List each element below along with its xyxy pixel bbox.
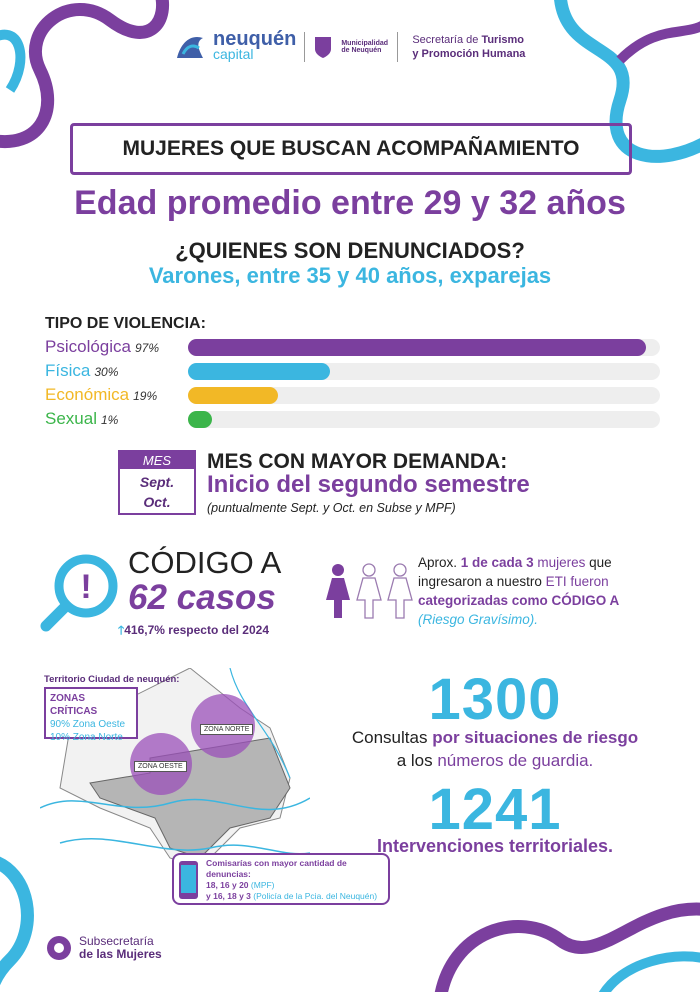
zone-oeste-label: ZONA OESTE <box>134 761 187 772</box>
secretaria-line2: y Promoción Humana <box>412 48 526 60</box>
desc-d: que ingresaron a nuestro <box>418 555 612 589</box>
municipal-shield-icon <box>315 37 332 58</box>
value-label: 19% <box>133 389 158 403</box>
codigo-increase: 416,7% respecto del 2024 <box>124 623 270 637</box>
magnifier-alert-icon: ! <box>40 554 118 632</box>
zone-norte-pct: 10% Zona Norte <box>50 732 123 743</box>
stat-1241-text: Intervenciones territoriales. <box>376 836 614 856</box>
desc-g: (Riesgo Gravísimo). <box>418 612 539 627</box>
codigo-description: Aprox. 1 de cada 3 mujeres que ingresaro… <box>418 553 663 629</box>
stat-1300: 1300 <box>428 667 562 732</box>
stat-1300-text: Consultas por situaciones de riesgo a lo… <box>320 726 670 772</box>
footer-line1: Subsecretaría <box>79 934 154 948</box>
calendar-line2: Oct. <box>143 494 171 510</box>
bar-label: Física 30% <box>45 361 118 382</box>
bar-fill-económica <box>188 387 278 404</box>
logo-main: neuquén <box>213 28 297 50</box>
value-label: 97% <box>135 341 160 355</box>
header-logos: neuquén capital Municipalidad de Neuquén… <box>175 28 526 62</box>
bar-track <box>188 387 660 404</box>
stat-1241: 1241 <box>428 777 562 842</box>
comisarias-mpf-label: (MPF) <box>250 880 275 890</box>
denounced-answer: Varones, entre 35 y 40 años, exparejas <box>148 263 552 288</box>
bar-label: Sexual 1% <box>45 409 118 430</box>
zone-oeste-pct: 90% Zona Oeste <box>50 719 126 730</box>
category-label: Física <box>45 361 91 380</box>
footer-logo: Subsecretaría de las Mujeres <box>45 934 162 962</box>
logo-sub: capital <box>213 46 254 62</box>
calendar-header: MES <box>120 452 194 469</box>
comisarias-policia: y 16, 18 y 3 <box>206 891 254 901</box>
bar-row-psicológica: Psicológica 97% <box>45 337 660 357</box>
page-title: MUJERES QUE BUSCAN ACOMPAÑAMIENTO <box>70 123 632 175</box>
bar-fill-sexual <box>188 411 212 428</box>
zones-title: ZONAS CRÍTICAS <box>50 693 98 717</box>
age-headline: Edad promedio entre 29 y 32 años <box>74 184 626 222</box>
desc-f: categorizadas como CÓDIGO A <box>418 593 620 608</box>
value-label: 30% <box>94 365 119 379</box>
codigo-label: CÓDIGO A <box>128 545 282 580</box>
month-main: Inicio del segundo semestre <box>207 471 530 498</box>
n1-c: a los <box>396 751 438 770</box>
category-label: Psicológica <box>45 337 131 356</box>
bar-fill-psicológica <box>188 339 646 356</box>
zone-norte-label: ZONA NORTE <box>200 724 254 735</box>
phone-icon <box>179 861 198 899</box>
calendar-line1: Sept. <box>139 474 175 490</box>
secretaria-a: Secretaría de <box>412 34 482 46</box>
category-label: Económica <box>45 385 130 404</box>
comisarias-mpf: 18, 16 y 20 <box>206 880 251 890</box>
comisarias-box: Comisarías con mayor cantidad de denunci… <box>172 853 390 905</box>
arrow-up-icon: 🡑 <box>118 623 125 637</box>
n1-d: números de guardia. <box>437 751 594 770</box>
bar-track <box>188 411 660 428</box>
bar-fill-física <box>188 363 330 380</box>
calendar-icon: MES Sept. Oct. <box>118 450 196 515</box>
bar-label: Psicológica 97% <box>45 337 159 358</box>
bar-row-sexual: Sexual 1% <box>45 409 660 429</box>
bar-row-física: Física 30% <box>45 361 660 381</box>
desc-a: Aprox. <box>418 555 461 570</box>
svg-text:!: ! <box>80 568 91 606</box>
denounced-question: ¿QUIENES SON DENUNCIADOS? <box>175 238 525 263</box>
bar-row-económica: Económica 19% <box>45 385 660 405</box>
category-label: Sexual <box>45 409 97 428</box>
comisarias-title: Comisarías con mayor cantidad de denunci… <box>206 858 347 879</box>
bar-track <box>188 339 660 356</box>
neuquen-logo-icon <box>177 36 203 58</box>
map-title: Territorio Ciudad de neuquén: <box>44 674 180 685</box>
desc-e: ETI fueron <box>545 574 609 589</box>
codigo-cases: 62 casos <box>128 578 276 617</box>
footer-line2: de las Mujeres <box>79 947 162 961</box>
n1-a: Consultas <box>351 728 433 747</box>
bar-label: Económica 19% <box>45 385 157 406</box>
desc-c: mujeres <box>533 555 586 570</box>
subsecretaria-logo-icon <box>47 936 71 960</box>
chart-title: TIPO DE VIOLENCIA: <box>45 315 206 332</box>
month-heading: MES CON MAYOR DEMANDA: <box>207 450 508 473</box>
women-icons <box>326 563 413 619</box>
desc-b: 1 de cada 3 <box>460 555 534 570</box>
n1-b: por situaciones de riesgo <box>432 728 639 747</box>
municipalidad-label: Municipalidad de Neuquén <box>341 40 389 54</box>
critical-zones-box: ZONAS CRÍTICAS 90% Zona Oeste 10% Zona N… <box>44 687 138 743</box>
month-note: (puntualmente Sept. y Oct. en Subse y MP… <box>207 501 456 515</box>
bar-track <box>188 363 660 380</box>
secretaria-b: Turismo <box>481 34 525 46</box>
value-label: 1% <box>100 413 119 427</box>
comisarias-policia-label: (Policía de la Pcia. del Neuquén) <box>253 891 378 901</box>
